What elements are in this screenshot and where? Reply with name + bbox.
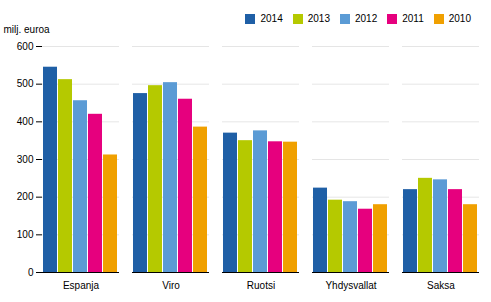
svg-text:Saksa: Saksa — [427, 280, 455, 291]
svg-text:Espanja: Espanja — [63, 280, 100, 291]
svg-text:100: 100 — [17, 229, 34, 240]
svg-text:200: 200 — [17, 191, 34, 202]
html-text:2012: 2012 — [355, 13, 378, 24]
html-text:2013: 2013 — [307, 13, 330, 24]
html-text:2011: 2011 — [402, 13, 424, 24]
svg-text:Viro: Viro — [162, 280, 180, 291]
svg-text:Ruotsi: Ruotsi — [247, 280, 275, 291]
html-text:2014: 2014 — [260, 13, 283, 24]
svg-text:Yhdysvallat: Yhdysvallat — [325, 280, 376, 291]
svg-text:600: 600 — [17, 41, 34, 52]
svg-text:milj. euroa: milj. euroa — [4, 24, 51, 35]
svg-text:500: 500 — [17, 78, 34, 89]
html-text:2010: 2010 — [448, 13, 471, 24]
svg-text:300: 300 — [17, 154, 34, 165]
svg-text:0: 0 — [28, 267, 34, 278]
svg-text:400: 400 — [17, 116, 34, 127]
